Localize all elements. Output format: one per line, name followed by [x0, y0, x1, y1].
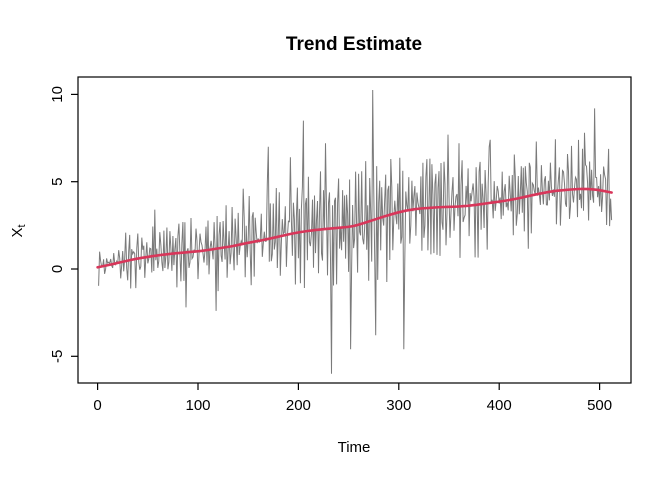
y-tick-label: -5	[49, 350, 66, 363]
y-axis-label-subscript: t	[16, 224, 28, 227]
x-tick-label: 400	[487, 397, 512, 414]
y-tick-label: 0	[49, 265, 66, 273]
y-tick-label: 10	[49, 86, 66, 103]
x-tick-label: 500	[587, 397, 612, 414]
plot-dynamic-layer: 0 100 200 300 400 500 10 5 0 -5	[49, 86, 613, 414]
observed-series-line	[98, 89, 613, 374]
x-tick-label: 200	[286, 397, 311, 414]
plot-box	[77, 76, 632, 384]
plot-title: Trend Estimate	[286, 34, 422, 55]
trend-line	[96, 187, 613, 269]
x-tick-label: 100	[185, 397, 210, 414]
y-axis-label-main: X	[9, 228, 26, 238]
x-tick-label: 0	[93, 397, 101, 414]
y-axis-label: Xt	[9, 224, 28, 237]
x-tick-label: 300	[386, 397, 411, 414]
x-axis-label: Time	[338, 439, 371, 456]
y-tick-label: 5	[49, 178, 66, 186]
